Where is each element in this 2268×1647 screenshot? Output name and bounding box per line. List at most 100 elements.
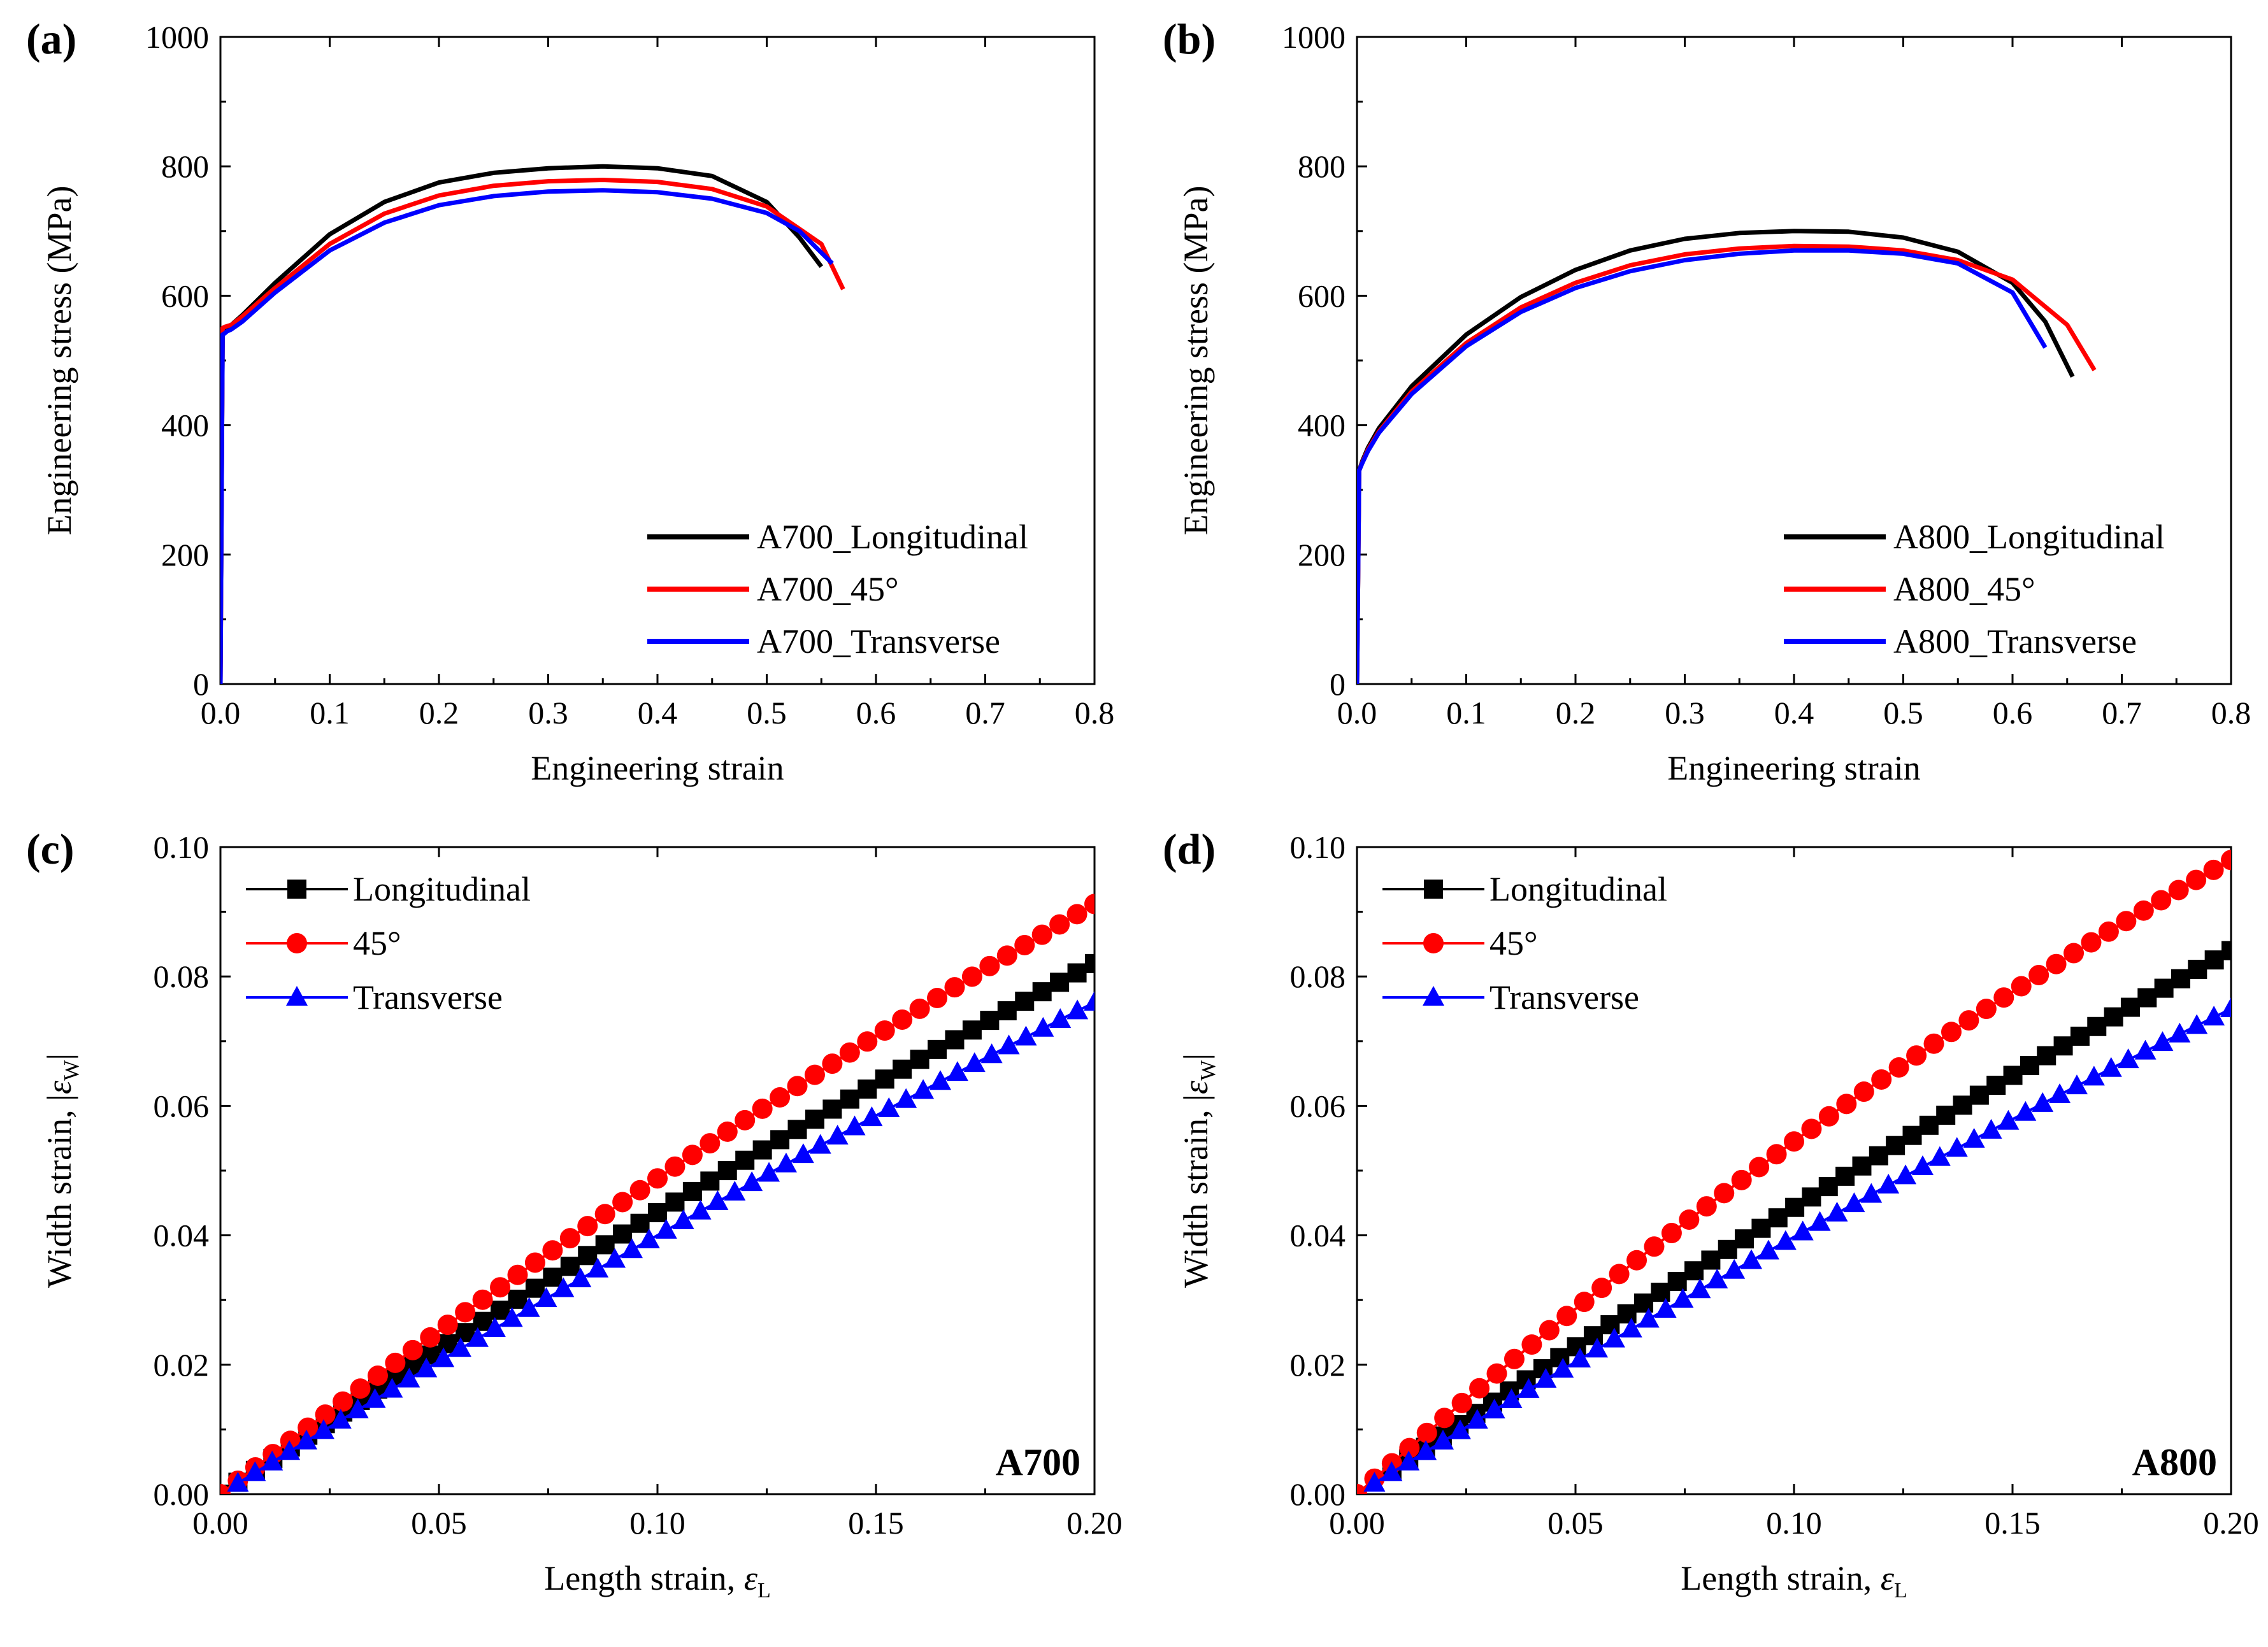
data-point [839,1042,860,1063]
data-point [630,1213,650,1233]
y-axis-title-main: Width strain, | [40,1094,78,1288]
data-point [1689,1278,1711,1299]
data-point [1888,1057,1909,1078]
data-point [1818,1177,1838,1197]
data-point [822,1053,843,1074]
x-axis-title-symbol: ε [1881,1559,1895,1597]
y-tick-label: 1000 [145,19,209,55]
data-point [893,1059,912,1079]
data-point [1432,1429,1454,1450]
y-axis-title-subscript: W [60,1060,83,1081]
y-tick-label: 0.06 [154,1088,210,1123]
data-point [2186,869,2207,890]
data-point [1768,1208,1788,1228]
data-point [996,945,1017,966]
data-point [1936,1106,1956,1125]
data-point [752,1140,772,1160]
data-point [1860,1183,1883,1203]
data-point [1836,1094,1857,1115]
x-axis-title: Engineering strain [531,749,784,787]
y-axis-title: Engineering stress (MPa) [1177,186,1215,536]
data-point [1504,1348,1525,1369]
data-point [857,1031,878,1052]
legend-marker [1423,933,1444,953]
data-point [1993,987,2014,1008]
data-point [2134,1039,2157,1060]
y-tick-label: 200 [161,537,209,573]
x-axis-title: Length strain, εL [1681,1559,1907,1602]
y-tick-label: 200 [1298,537,1346,573]
x-axis-title-main: Length strain, [544,1559,743,1597]
data-point [2100,1057,2122,1077]
x-axis-title-main: Length strain, [1681,1559,1880,1597]
data-point [1667,1272,1687,1292]
data-point [2003,1066,2023,1085]
data-point [1714,1183,1735,1204]
data-point [472,1289,493,1310]
data-point [944,977,965,998]
data-point [1651,1282,1670,1302]
x-axis-title: Engineering strain [1667,749,1920,787]
data-point [1953,1095,1972,1115]
data-point [1958,1010,1979,1031]
legend-label: 45° [353,924,401,962]
data-point [1084,894,1095,915]
data-point [629,1180,650,1201]
data-point [2065,1074,2088,1095]
data-point [594,1204,615,1225]
y-tick-label: 800 [161,148,209,184]
x-tick-label: 0.1 [310,695,350,731]
data-point [2070,1026,2090,1046]
data-point [2221,850,2231,871]
data-point [910,1050,929,1069]
y-tick-label: 0.08 [1290,959,1346,994]
data-point [2117,1048,2139,1069]
data-point [1085,953,1095,973]
legend-label: A700_Longitudinal [757,518,1028,556]
y-tick-label: 0.02 [154,1347,210,1383]
data-point [2046,953,2067,974]
data-point [2049,1083,2071,1103]
data-point [1923,1033,1944,1054]
data-point [665,1192,685,1212]
plot-area [220,164,845,684]
x-tick-label: 0.10 [1766,1505,1822,1541]
data-point [1084,990,1095,1011]
data-point [648,1203,667,1223]
x-tick-label: 0.4 [1774,695,1814,731]
data-point [1791,1220,1814,1241]
x-tick-label: 0.3 [528,695,568,731]
data-point [1941,1022,1962,1043]
data-point [2186,1014,2208,1034]
data-point [261,1450,284,1471]
data-point [1684,1261,1704,1281]
data-point [350,1378,371,1399]
data-point [2171,969,2190,988]
data-point [450,1337,472,1357]
data-point [1637,1308,1660,1328]
plot-area [1357,850,2231,1494]
data-point [928,1039,947,1059]
series-line [1357,243,2097,684]
data-point [552,1277,575,1297]
data-point [2014,1101,2037,1121]
legend-label: Transverse [1489,978,1639,1016]
x-tick-label: 0.20 [2203,1505,2259,1541]
data-point [2137,988,2157,1008]
data-point [1634,1293,1654,1313]
data-point [1569,1348,1591,1368]
data-point [717,1121,738,1142]
legend: A800_Longitudinal A800_45° A800_Transverse [1784,518,2165,660]
data-point [858,1079,877,1099]
data-point [1661,1223,1682,1244]
data-point [1969,1085,1989,1105]
data-point [647,1168,668,1189]
data-point [1774,1230,1797,1250]
data-point [1067,963,1087,983]
x-tick-label: 0.2 [1556,695,1596,731]
data-point [560,1257,580,1276]
data-point [587,1257,609,1278]
data-point [298,1417,319,1438]
data-point [1015,1025,1037,1046]
data-point [700,1171,720,1191]
